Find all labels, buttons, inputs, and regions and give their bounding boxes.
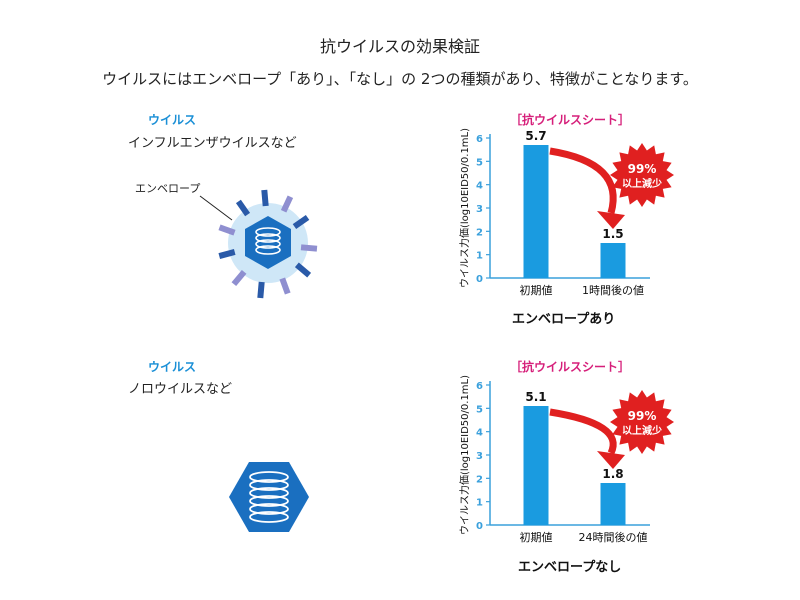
chart1-decrease-arrow [549, 147, 617, 214]
chart2-tick-label: 2 [476, 474, 483, 485]
nonenveloped-virus-illustration [229, 462, 309, 532]
chart1-tick-label: 3 [476, 204, 483, 215]
virus-label-nonenveloped: ウイルス [148, 360, 197, 374]
chart1-tick-label: 4 [476, 181, 483, 192]
chart1-title: ［抗ウイルスシート］ [510, 113, 631, 127]
chart1-tick-label: 1 [476, 251, 483, 262]
chart1-bar [600, 243, 626, 278]
chart2-bar [600, 483, 626, 525]
chart2-tick-label: 6 [476, 381, 483, 392]
chart1-tick-label: 0 [476, 274, 483, 285]
chart1-caption: エンベロープあり [512, 312, 616, 327]
chart2-category-label: 24時間後の値 [579, 530, 648, 544]
chart1-ylabel: ウイルス力価(log10EID50/0.1mL) [458, 128, 471, 288]
chart1-badge-text: 以上減少 [622, 177, 662, 190]
chart2-bar [523, 406, 549, 525]
chart2-arrow-head [597, 451, 625, 469]
chart1-plot: ウイルス力価(log10EID50/0.1mL) 0 1 2 3 4 5 6 5.7 初期値 1.5… [458, 128, 674, 297]
page-title: 抗ウイルスの効果検証 [319, 37, 480, 56]
virus-label-enveloped: ウイルス [148, 113, 197, 127]
chart1-arrow-head [597, 211, 625, 229]
capsid-hexagon [229, 462, 309, 532]
chart1-tick-label: 2 [476, 227, 483, 238]
chart2-tick-label: 0 [476, 521, 483, 532]
chart2-badge-percent: 99% [628, 409, 657, 423]
genome-coil [249, 471, 289, 523]
chart2-value-label: 1.8 [602, 467, 623, 481]
chart1-value-label: 1.5 [602, 227, 623, 241]
chart2-tick-label: 1 [476, 498, 483, 509]
chart1-bar [523, 145, 549, 278]
chart2-ylabel: ウイルス力価(log10EID50/0.1mL) [458, 375, 471, 535]
genome-coil [255, 227, 281, 255]
chart2-title: ［抗ウイルスシート］ [510, 360, 631, 374]
page-subtitle: ウイルスにはエンベロープ「あり」、「なし」の 2つの種類があり、特徴がことなりま… [102, 70, 698, 88]
chart2-badge [610, 390, 674, 454]
virus-desc-enveloped: インフルエンザウイルスなど [128, 136, 297, 151]
chart2-caption: エンベロープなし [518, 560, 622, 575]
chart2-value-label: 5.1 [525, 390, 546, 404]
chart2-badge-text: 以上減少 [622, 424, 662, 437]
enveloped-virus-illustration [199, 189, 318, 299]
chart1-badge [610, 143, 674, 207]
virus-desc-nonenveloped: ノロウイルスなど [128, 382, 233, 397]
chart2-tick-label: 4 [476, 428, 483, 439]
chart1-tick-label: 5 [476, 157, 483, 168]
chart2-tick-label: 5 [476, 404, 483, 415]
chart2-category-label: 初期値 [520, 530, 553, 544]
envelope-label: エンベロープ [135, 182, 201, 195]
chart2-tick-label: 3 [476, 451, 483, 462]
spike-proteins [218, 189, 318, 299]
chart1-category-label: 初期値 [520, 283, 553, 297]
chart1-category-label: 1時間後の値 [582, 283, 644, 297]
chart2-decrease-arrow [549, 408, 617, 455]
envelope-pointer-line [199, 195, 233, 221]
chart1-value-label: 5.7 [525, 129, 546, 143]
chart1-badge-percent: 99% [628, 162, 657, 176]
chart1-tick-label: 6 [476, 134, 483, 145]
chart2-plot: ウイルス力価(log10EID50/0.1mL) 0 1 2 3 4 5 6 5.1 初期値 1.8… [458, 375, 674, 544]
